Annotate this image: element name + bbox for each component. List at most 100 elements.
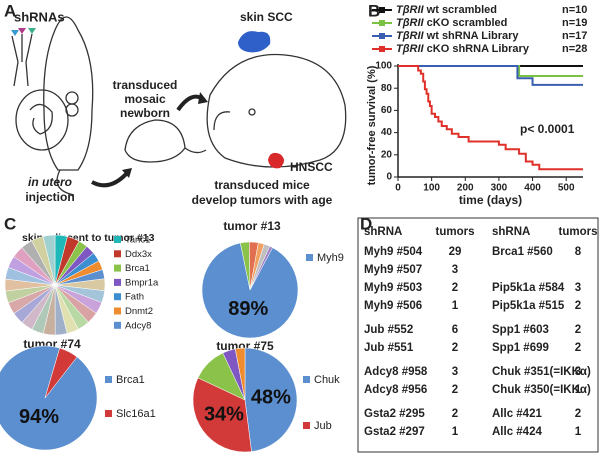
pie-slice <box>44 347 78 399</box>
survival-line <box>398 65 583 171</box>
table-cell: 29 <box>449 246 462 258</box>
legend-label: TβRII wt scrambled <box>396 4 497 16</box>
arrow-head <box>198 92 208 104</box>
table-cell: Chuk #350(=IKKα) <box>492 384 591 396</box>
legend-swatch <box>114 264 121 272</box>
survival-line <box>398 65 583 86</box>
table-header: shRNA <box>492 226 530 238</box>
label: in utero <box>28 175 72 189</box>
table-cell: Myh9 #506 <box>364 300 422 312</box>
legend-swatch <box>114 250 121 258</box>
label: transduced mice <box>214 178 310 192</box>
legend-label: Bmpr1a <box>125 277 159 288</box>
annotation: p< 0.0001 <box>520 122 575 136</box>
y-tick-label: 0 <box>386 172 392 183</box>
table-cell: Chuk #351(=IKKα) <box>492 366 591 378</box>
legend-label: Chuk <box>314 374 340 386</box>
y-tick-label: 20 <box>381 149 393 160</box>
value-label: 48% <box>251 387 291 409</box>
table-cell: 1 <box>575 384 582 396</box>
survival-line <box>398 65 583 77</box>
table-cell: 2 <box>452 384 458 396</box>
legend-marker <box>379 20 385 26</box>
table-cell: Myh9 #507 <box>364 264 422 276</box>
tumor-skin <box>238 31 271 53</box>
pie-slice <box>234 347 246 401</box>
legend-label: Tanc1 <box>125 235 150 246</box>
pie-title: tumor #75 <box>216 339 274 353</box>
table-cell: Myh9 #504 <box>364 246 423 258</box>
table-cell: Jub #551 <box>364 342 414 354</box>
table-cell: 1 <box>452 300 459 312</box>
x-axis-label: time (days) <box>459 193 522 207</box>
table-cell: 1 <box>452 426 459 438</box>
table-cell: Brca1 #560 <box>492 246 553 258</box>
label: skin SCC <box>240 10 293 24</box>
panel-label: C <box>4 214 16 233</box>
arrow <box>91 170 130 188</box>
legend-label: Brca1 <box>125 263 150 274</box>
y-axis-label: tumor-free survival (%) <box>366 65 378 185</box>
pie-slice <box>0 345 98 451</box>
table-cell: 2 <box>452 282 458 294</box>
legend-n: n=17 <box>562 30 587 42</box>
legend-n: n=10 <box>562 4 587 16</box>
table-header: tumors <box>559 226 598 238</box>
table-cell: 2 <box>575 300 581 312</box>
table-cell: 1 <box>575 426 582 438</box>
table-frame <box>357 217 599 453</box>
legend-swatch <box>105 410 112 417</box>
table-cell: Myh9 #503 <box>364 282 422 294</box>
table-cell: 3 <box>452 264 458 276</box>
table-cell: Gsta2 #295 <box>364 408 425 420</box>
table-cell: Adcy8 #958 <box>364 366 428 378</box>
legend-swatch <box>303 376 310 383</box>
table-cell: 3 <box>452 366 458 378</box>
legend-swatch <box>114 293 121 301</box>
legend-swatch <box>303 422 310 429</box>
legend-label: TβRII wt shRNA Library <box>396 30 519 42</box>
x-tick-label: 100 <box>423 183 440 194</box>
legend-swatch <box>114 236 121 243</box>
legend-label: Brca1 <box>116 374 145 386</box>
table-cell: 3 <box>575 282 581 294</box>
x-tick-label: 0 <box>395 183 401 194</box>
label: develop tumors with age <box>192 193 333 207</box>
legend-swatch <box>114 321 121 329</box>
table-cell: Allc #424 <box>492 426 542 438</box>
table-cell: 6 <box>452 324 458 336</box>
label: mosaic <box>124 92 166 106</box>
arrow-head <box>122 168 132 178</box>
legend-label: Adcy8 <box>125 320 151 331</box>
legend-label: Ddx3x <box>125 249 152 260</box>
diagram-art <box>11 16 347 196</box>
legend-marker <box>379 46 385 52</box>
legend-label: Dnmt2 <box>125 306 153 317</box>
table-cell: 2 <box>575 342 581 354</box>
table-cell: Jub #552 <box>364 324 413 336</box>
legend-marker <box>379 33 385 39</box>
table-header: tumors <box>436 226 475 238</box>
y-tick-label: 40 <box>381 127 393 138</box>
table-cell: Gsta2 #297 <box>364 426 425 438</box>
legend-swatch <box>105 376 112 383</box>
legend-swatch <box>114 278 121 286</box>
panel-label: D <box>360 214 372 233</box>
x-tick-label: 300 <box>491 183 508 194</box>
y-tick-label: 60 <box>381 105 393 116</box>
pie-slice <box>249 245 273 291</box>
y-tick-label: 100 <box>375 61 392 72</box>
label: HNSCC <box>290 160 333 174</box>
table-cell: 2 <box>452 342 458 354</box>
table-cell: Allc #421 <box>492 408 542 420</box>
pie-slice <box>244 347 298 452</box>
table-cell: 3 <box>575 366 581 378</box>
legend-label: Fath <box>125 292 144 303</box>
table-header: shRNA <box>364 226 402 238</box>
legend-label: Myh9 <box>317 252 344 264</box>
legend-label: TβRII cKO shRNA Library <box>396 43 530 55</box>
legend-n: n=19 <box>562 17 587 29</box>
legend-marker <box>379 7 385 13</box>
value-label: 94% <box>19 406 59 428</box>
